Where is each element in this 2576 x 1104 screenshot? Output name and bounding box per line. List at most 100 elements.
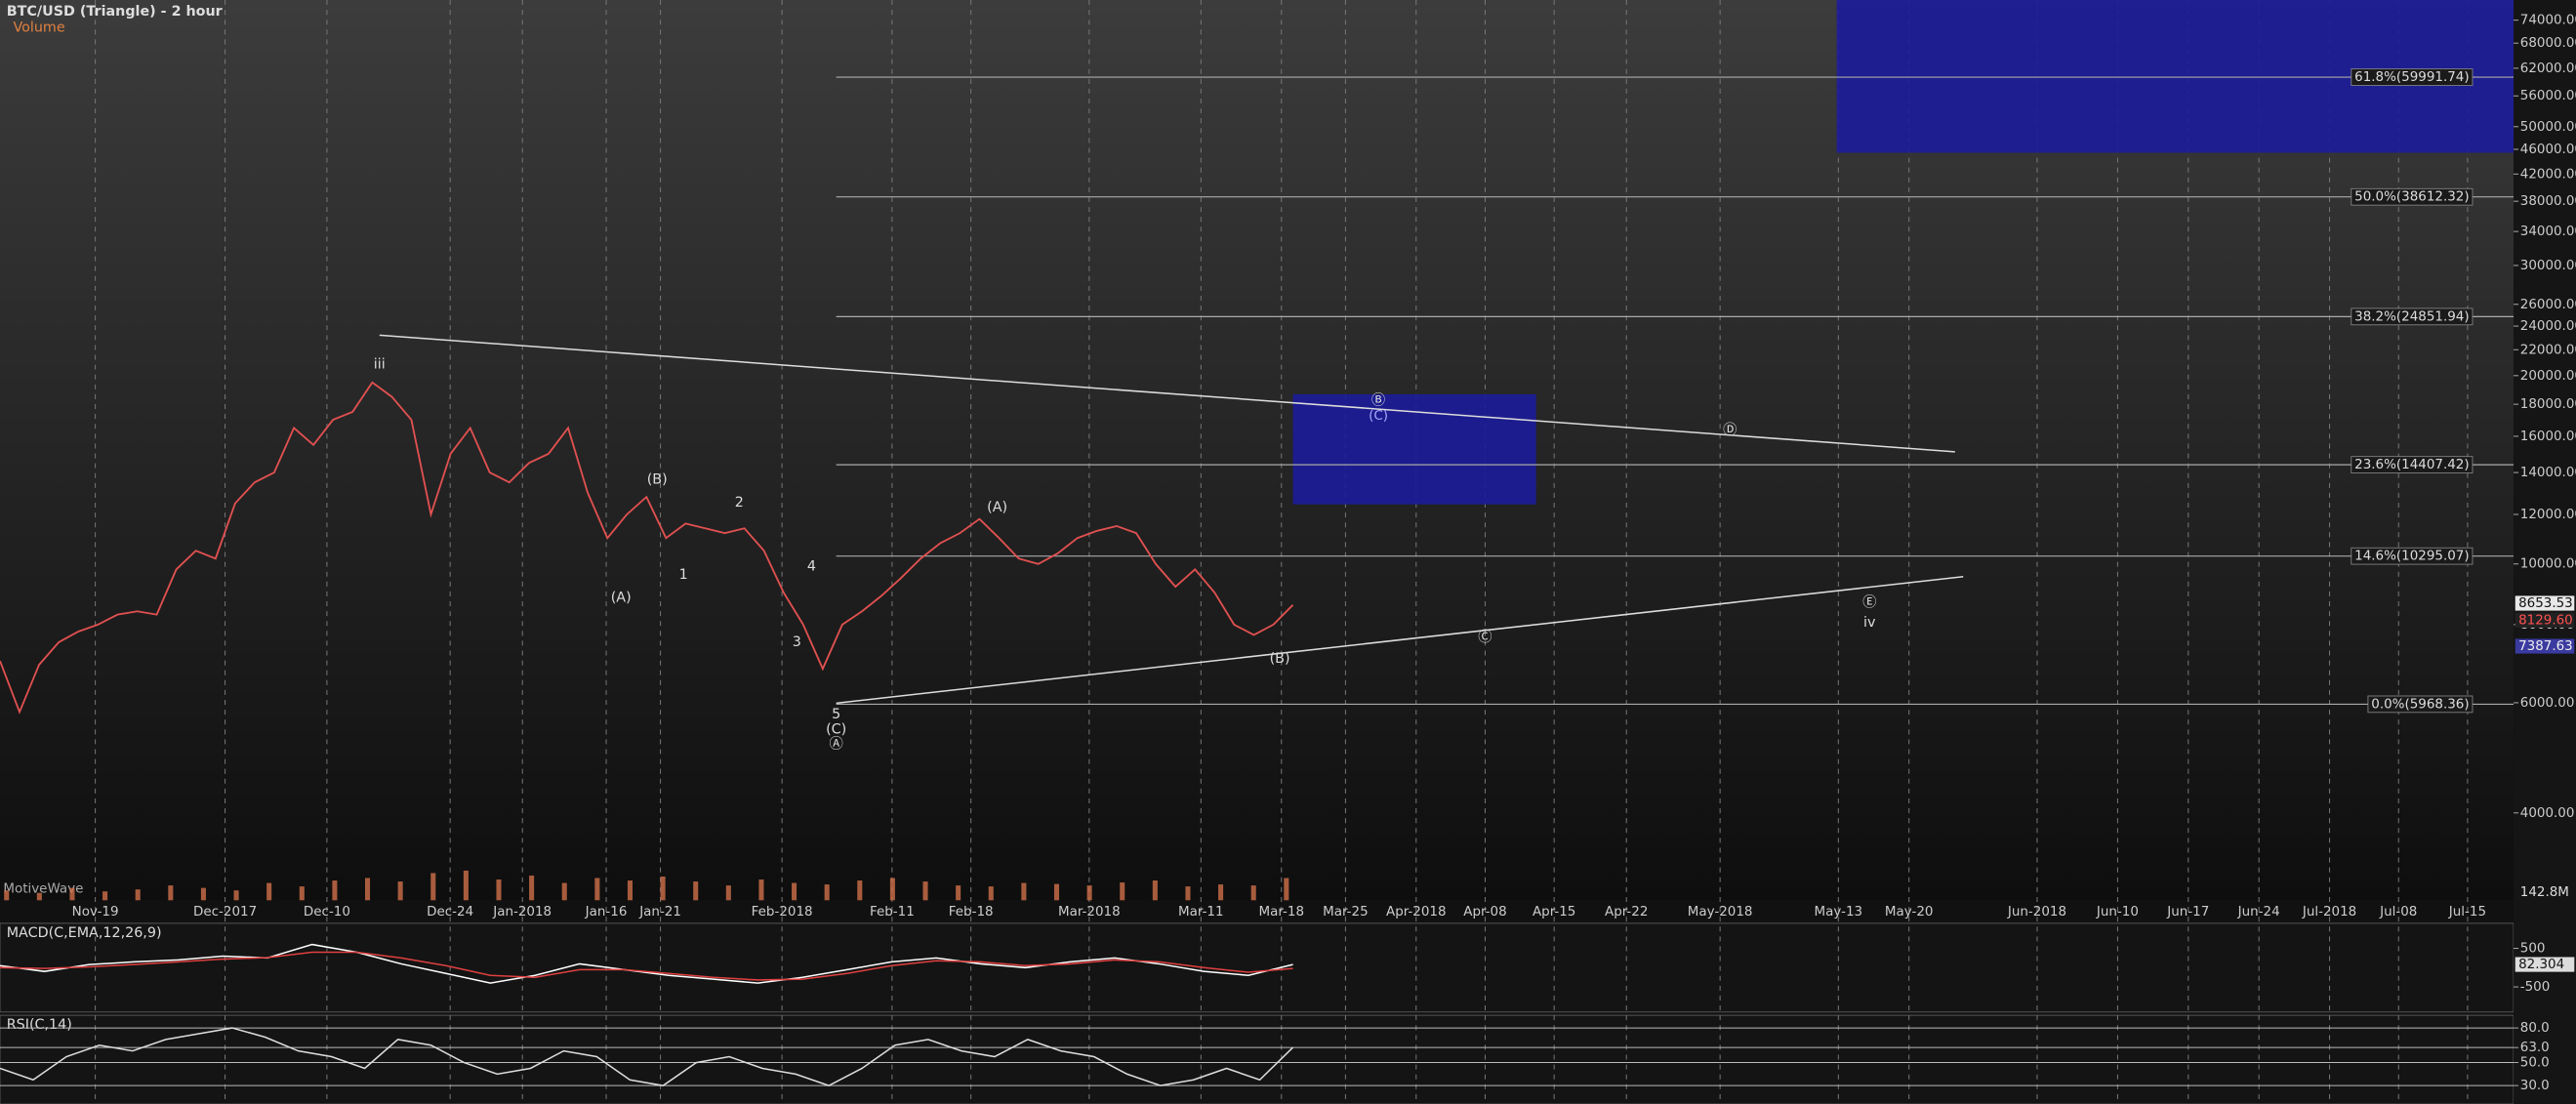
x-tick-label: May-20 [1885,905,1934,920]
volume-bar [693,881,699,901]
wave-label: Ⓓ [1723,422,1737,438]
volume-bar [135,889,141,901]
volume-bar [725,885,731,901]
volume-bar [1218,884,1224,901]
y-tick-label: 63.0 [2520,1041,2550,1055]
rsi-pane [0,1014,2515,1104]
x-tick-label: May-13 [1815,905,1863,920]
y-tick-label: 62000.00 [2520,61,2576,76]
volume-bar [397,881,403,901]
volume-bar [758,879,764,901]
volume-bar [36,892,42,901]
watermark: MotiveWave [3,882,83,897]
x-tick-label: Nov-19 [72,905,119,920]
volume-bar [1021,882,1027,901]
volume-bar [660,876,666,901]
y-tick-label: 34000.00 [2520,225,2576,239]
wave-label: Ⓒ [1478,629,1492,645]
volume-bar [1284,878,1289,901]
x-tick-label: Jul-2018 [2302,905,2356,920]
volume-bar [299,886,305,901]
y-tick-label: 22000.00 [2520,343,2576,357]
price-label-box [2515,612,2575,628]
x-tick-label: Apr-22 [1605,905,1648,920]
wave-label: (C) [826,721,846,737]
wave-label: 1 [679,567,688,583]
series-line [0,1027,1294,1086]
volume-bar [792,882,797,901]
current-box [2515,957,2575,972]
volume-bar [365,878,371,901]
volume-bar [988,886,994,901]
y-tick-label: 6000.00 [2520,696,2575,711]
fib-label-box [2351,68,2474,86]
wave-label: iii [374,357,386,373]
series-line [0,951,1293,981]
volume-bar [200,887,206,901]
volume-bar [168,885,174,901]
volume-bar [1250,885,1256,901]
wave-label: Ⓐ [830,735,843,752]
wave-label: (B) [1270,651,1290,667]
wave-label: Ⓔ [1862,594,1876,611]
volume-bar [1053,883,1060,901]
trendline [379,334,1955,453]
wave-label: iv [1863,615,1876,631]
x-tick-label: Feb-18 [949,905,994,920]
x-tick-label: Jul-15 [2448,905,2486,920]
y-tick-label: 26000.00 [2520,298,2576,312]
y-tick-label: 30.0 [2520,1079,2550,1093]
volume-bar [69,887,75,901]
wave-label: (A) [987,500,1007,515]
y-tick-label: 56000.00 [2520,89,2576,103]
wave-label: (C) [1369,409,1388,424]
price-label-box [2515,638,2575,654]
x-tick-label: Jun-2018 [2007,905,2066,920]
y-tick-label: -500 [2520,980,2551,995]
volume-bar [1185,886,1191,901]
volume-bar [857,880,863,901]
y-tick-label: 24000.00 [2520,319,2576,334]
legend-entry: Volume [13,20,64,36]
volume-bar [102,891,108,901]
x-tick-label: Jun-17 [2166,905,2209,920]
chart-title: BTC/USD (Triangle) - 2 hour [7,4,224,20]
wave-label: Ⓑ [1371,392,1385,409]
y-tick-label: 50.0 [2520,1056,2550,1071]
date-axis [0,900,2515,923]
y-tick-label: 50000.00 [2520,120,2576,135]
y-tick-label: 16000.00 [2520,429,2576,444]
x-tick-label: Jun-10 [2096,905,2139,920]
x-tick-label: Jul-08 [2379,905,2417,920]
x-tick-label: Feb-11 [870,905,915,920]
target-box [1292,393,1536,505]
volume-bar [922,881,928,901]
wave-label: (B) [647,471,668,487]
fib-label: 0.0%(5968.36) [2371,697,2469,712]
x-tick-label: Jan-16 [585,905,628,920]
x-tick-label: Apr-15 [1533,905,1575,920]
wave-label: 4 [807,559,816,575]
x-tick-label: Dec-24 [427,905,473,920]
y-tick-label: 18000.00 [2520,397,2576,412]
volume-bar [529,875,535,901]
macd-pane [0,922,2515,1013]
volume-bar [430,873,436,901]
y-tick-label: 42000.00 [2520,167,2576,182]
y-tick-label: 46000.00 [2520,143,2576,157]
y-tick-label: 80.0 [2520,1021,2550,1036]
volume-bar [1152,880,1158,901]
x-tick-label: Apr-08 [1463,905,1506,920]
current-label: 82.304 [2518,958,2564,972]
fib-label: 61.8%(59991.74) [2354,70,2469,85]
fib-label-box [2351,187,2474,206]
fib-label-box [2351,307,2474,326]
y-tick-label: 14000.00 [2520,466,2576,480]
x-tick-label: Mar-25 [1323,905,1369,920]
volume-bar [233,890,239,901]
wave-label: 5 [832,707,840,722]
y-tick-label: 12000.00 [2520,508,2576,522]
volume-bar [594,878,600,901]
y-tick-label: 4000.00 [2520,806,2575,821]
